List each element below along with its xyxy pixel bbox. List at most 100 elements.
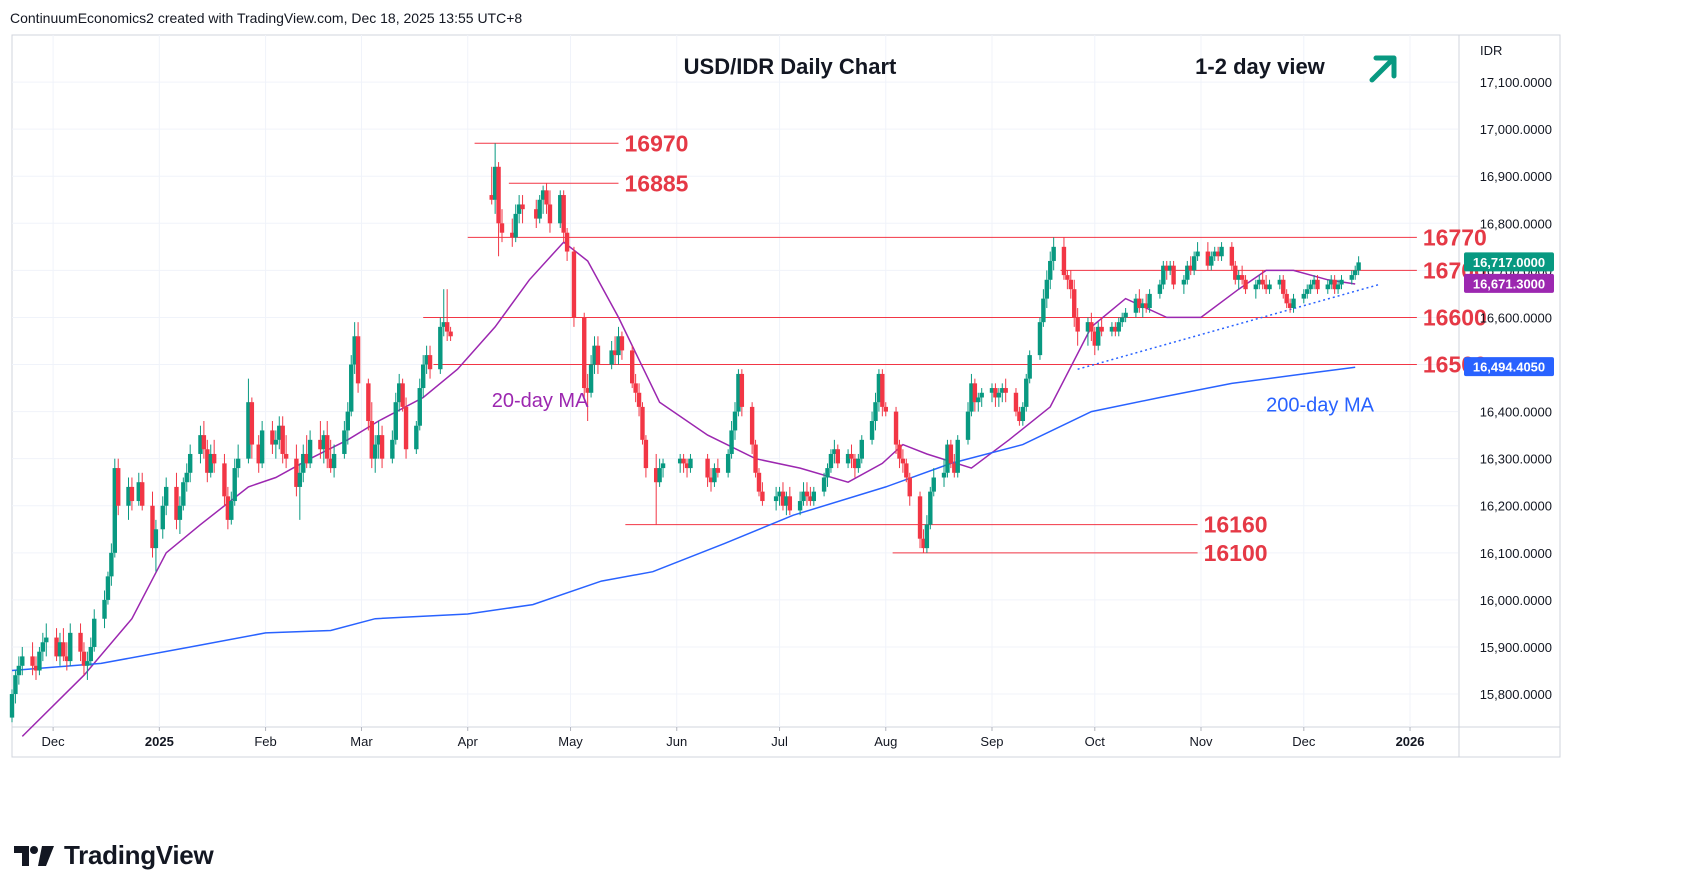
usd-idr-chart[interactable]: 1697016885167701670016600165001616016100… [0,0,1687,830]
candle-body [369,421,374,459]
candle-body [801,491,806,502]
candle-body [280,425,285,454]
candle-body [595,345,601,365]
candle-body [126,486,131,506]
candle-body [225,496,231,520]
candle-body [749,406,755,445]
candle-body [198,435,203,454]
candle-body [301,453,306,473]
candle-body [821,477,827,492]
candle-body [941,472,947,478]
candle-body [1123,312,1128,318]
candle-body [1099,326,1104,332]
candle-body [61,642,66,657]
candle-body [349,364,354,412]
candle-body [1137,298,1142,309]
candle-body [657,468,662,483]
candle-body [1253,284,1259,290]
candle-body [163,486,169,506]
candle-body [489,195,494,200]
candle-body [712,468,717,483]
candle-body [40,642,46,652]
candle-body [400,383,405,407]
candle-body [1284,293,1289,304]
candle-body [797,501,803,511]
candle-body [993,388,998,398]
y-tick-label: 16,000.0000 [1480,593,1552,608]
candle-body [1219,246,1224,257]
candle-body [660,463,666,469]
candle-body [705,458,710,478]
candle-body [1181,279,1187,285]
y-tick-label: 16,400.0000 [1480,405,1552,420]
candle-body [222,463,227,497]
candle-body [105,576,111,600]
x-tick-label: 2026 [1396,734,1425,749]
chart-frame [11,34,1561,758]
trendline-dotted [1077,283,1380,370]
y-tick-label: 16,300.0000 [1480,452,1552,467]
tradingview-logo[interactable]: TradingView [12,840,214,871]
x-tick-label: Feb [254,734,276,749]
candle-body [825,468,830,478]
y-tick-label: 17,100.0000 [1480,75,1552,90]
candle-body [585,388,590,393]
level-label-16600: 16600 [1423,304,1487,330]
candle-body [1335,284,1341,290]
candle-body [345,411,351,431]
level-label-16885: 16885 [624,170,688,196]
candle-body [945,444,950,473]
candle-body [1308,284,1313,290]
candle-body [1332,279,1337,290]
candle-body [273,439,279,445]
candle-body [653,468,659,483]
candle-body [109,552,114,577]
candle-body [969,383,974,412]
candle-body [246,402,251,459]
candle-body [1171,265,1176,285]
candle-body [57,642,63,657]
time-axis[interactable]: Dec 2025 Feb Mar Apr May Jun Jul Aug Sep Oct Nov Dec… [42,727,1425,749]
candle-body [1119,317,1125,323]
candle-body [976,397,981,403]
ma-label: 20-day MA [492,390,589,412]
candle-body [379,435,385,459]
candle-body [1356,262,1361,271]
candle-body [948,444,954,464]
candle-body [325,435,330,459]
candle-body [1301,293,1307,299]
candle-body [1020,406,1026,422]
candle-body [1113,326,1118,332]
candle-body [859,439,864,459]
candle-body [582,317,587,389]
price-label-box [1464,357,1554,377]
candle-body [904,463,909,478]
x-tick-label: 2025 [145,734,174,749]
candle-body [1257,279,1262,285]
candle-body [1000,388,1005,393]
candle-body [184,472,189,483]
candle-body [441,322,446,327]
candle-body [342,430,347,454]
candle-body [1287,303,1293,309]
candle-body [1212,251,1217,257]
candle-body [1188,265,1193,271]
candle-body [540,190,546,200]
candle-body [1325,284,1330,290]
candle-body [633,383,638,393]
candle-body [427,355,433,370]
candle-body [1044,279,1050,299]
candle-body [1003,388,1008,393]
candle-body [492,166,498,200]
price-label-text: 16,494.4050 [1473,360,1545,375]
candle-body [1167,265,1173,271]
candle-body [1205,251,1211,266]
candle-body [856,458,861,469]
candle-body [1068,279,1074,290]
candle-body [68,632,73,662]
price-axis[interactable]: 15,800.0000 15,900.0000 16,000.0000 16,100.… [1464,43,1554,702]
moving-average-lines [11,241,1356,737]
candle-body [544,190,549,205]
candle-body [952,463,957,473]
